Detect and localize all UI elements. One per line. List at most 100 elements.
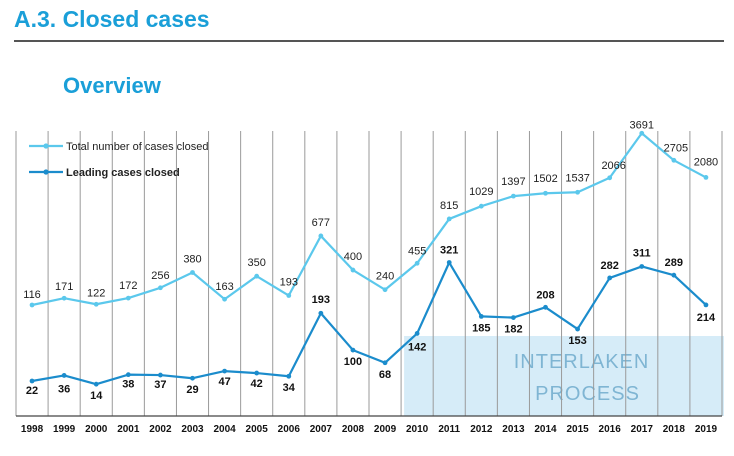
leading-cases-point <box>125 372 131 378</box>
total-cases-point <box>511 193 516 199</box>
total-data-label: 163 <box>215 281 233 293</box>
x-tick-label: 1999 <box>53 424 76 435</box>
total-data-label: 350 <box>248 257 266 269</box>
x-tick-label: 2015 <box>566 424 589 435</box>
leading-cases-point <box>543 304 548 310</box>
total-data-label: 1397 <box>501 176 525 188</box>
leading-cases-point <box>703 302 709 308</box>
legend-leading-label: Leading cases closed <box>66 167 180 179</box>
total-data-label: 256 <box>151 270 169 282</box>
leading-cases-point <box>350 347 356 353</box>
x-tick-label: 2006 <box>278 424 301 435</box>
total-cases-point <box>350 267 356 273</box>
leading-cases-point <box>190 375 195 381</box>
x-tick-label: 2017 <box>631 424 654 435</box>
leading-data-label: 153 <box>568 335 586 347</box>
total-cases-point <box>222 296 227 302</box>
total-cases-point <box>671 157 677 163</box>
watermark-panel <box>404 336 724 416</box>
leading-data-label: 321 <box>440 245 458 257</box>
legend-total-marker <box>43 143 49 149</box>
total-data-label: 3691 <box>630 119 654 131</box>
leading-cases-point <box>61 373 67 378</box>
leading-data-label: 282 <box>601 260 619 272</box>
total-cases-point <box>543 190 548 196</box>
total-cases-point <box>254 273 260 279</box>
total-data-label: 1537 <box>565 172 589 184</box>
total-cases-point <box>93 301 99 307</box>
total-cases-point <box>703 175 709 180</box>
leading-cases-point <box>575 326 580 332</box>
x-tick-label: 2000 <box>85 424 108 435</box>
leading-data-label: 38 <box>122 379 134 391</box>
title-rule <box>14 40 724 42</box>
leading-cases-point <box>511 315 516 320</box>
total-data-label: 1029 <box>469 186 493 198</box>
x-tick-label: 2004 <box>213 424 236 435</box>
leading-cases-point <box>639 264 645 269</box>
x-tick-label: 2012 <box>470 424 493 435</box>
leading-cases-point <box>29 378 35 384</box>
total-cases-point <box>639 130 645 136</box>
x-tick-label: 2003 <box>181 424 204 435</box>
leading-data-label: 22 <box>26 385 38 397</box>
leading-cases-point <box>382 360 388 366</box>
leading-data-label: 311 <box>633 247 651 259</box>
leading-cases-point <box>286 373 292 379</box>
leading-data-label: 42 <box>251 378 263 390</box>
total-cases-line <box>31 132 707 307</box>
leading-data-label: 214 <box>697 312 716 324</box>
total-data-label: 193 <box>280 277 298 289</box>
total-data-label: 455 <box>408 245 426 257</box>
leading-cases-line <box>31 261 707 386</box>
chart-subtitle: Overview <box>63 73 161 98</box>
leading-cases-point <box>671 272 677 278</box>
leading-data-label: 36 <box>58 383 70 395</box>
leading-data-label: 100 <box>344 356 362 368</box>
leading-cases-point <box>222 368 227 374</box>
watermark-line1: INTERLAKEN <box>514 351 650 373</box>
total-cases-point <box>446 216 452 222</box>
x-tick-label: 2018 <box>663 424 686 435</box>
x-tick-label: 2009 <box>374 424 397 435</box>
x-tick-label: 2016 <box>599 424 622 435</box>
total-cases-point <box>318 233 324 239</box>
total-data-label: 2705 <box>664 142 688 154</box>
total-data-label: 240 <box>376 271 394 283</box>
x-tick-label: 2007 <box>310 424 333 435</box>
leading-data-label: 208 <box>536 289 554 301</box>
x-tick-label: 2010 <box>406 424 429 435</box>
total-cases-point <box>607 175 613 181</box>
leading-data-label: 29 <box>186 384 198 396</box>
leading-cases-point <box>254 370 260 376</box>
total-data-label: 400 <box>344 251 362 263</box>
total-cases-point <box>382 287 388 293</box>
total-cases-point <box>478 203 484 209</box>
leading-data-label: 47 <box>218 376 230 388</box>
legend-total-label: Total number of cases closed <box>66 141 208 153</box>
total-cases-point <box>29 302 35 308</box>
total-data-label: 116 <box>23 289 41 301</box>
total-data-label: 1502 <box>533 173 557 185</box>
total-data-label: 122 <box>87 287 105 299</box>
total-data-label: 815 <box>440 200 458 212</box>
leading-cases-point <box>478 314 484 319</box>
leading-cases-point <box>414 331 420 336</box>
total-cases-point <box>158 285 163 291</box>
total-cases-point <box>61 295 67 301</box>
total-data-label: 2080 <box>694 156 718 168</box>
leading-data-label: 185 <box>472 322 490 334</box>
leading-cases-point <box>607 275 613 281</box>
total-data-label: 172 <box>119 280 137 292</box>
total-data-label: 677 <box>312 217 330 229</box>
x-tick-label: 2008 <box>342 424 365 435</box>
total-cases-point <box>575 189 580 195</box>
leading-data-label: 37 <box>154 379 166 391</box>
x-tick-label: 2013 <box>502 424 525 435</box>
x-tick-label: 2002 <box>149 424 172 435</box>
leading-data-label: 14 <box>90 390 103 402</box>
watermark-line2: PROCESS <box>535 383 640 405</box>
leading-cases-point <box>446 260 452 265</box>
total-cases-point <box>286 293 292 298</box>
